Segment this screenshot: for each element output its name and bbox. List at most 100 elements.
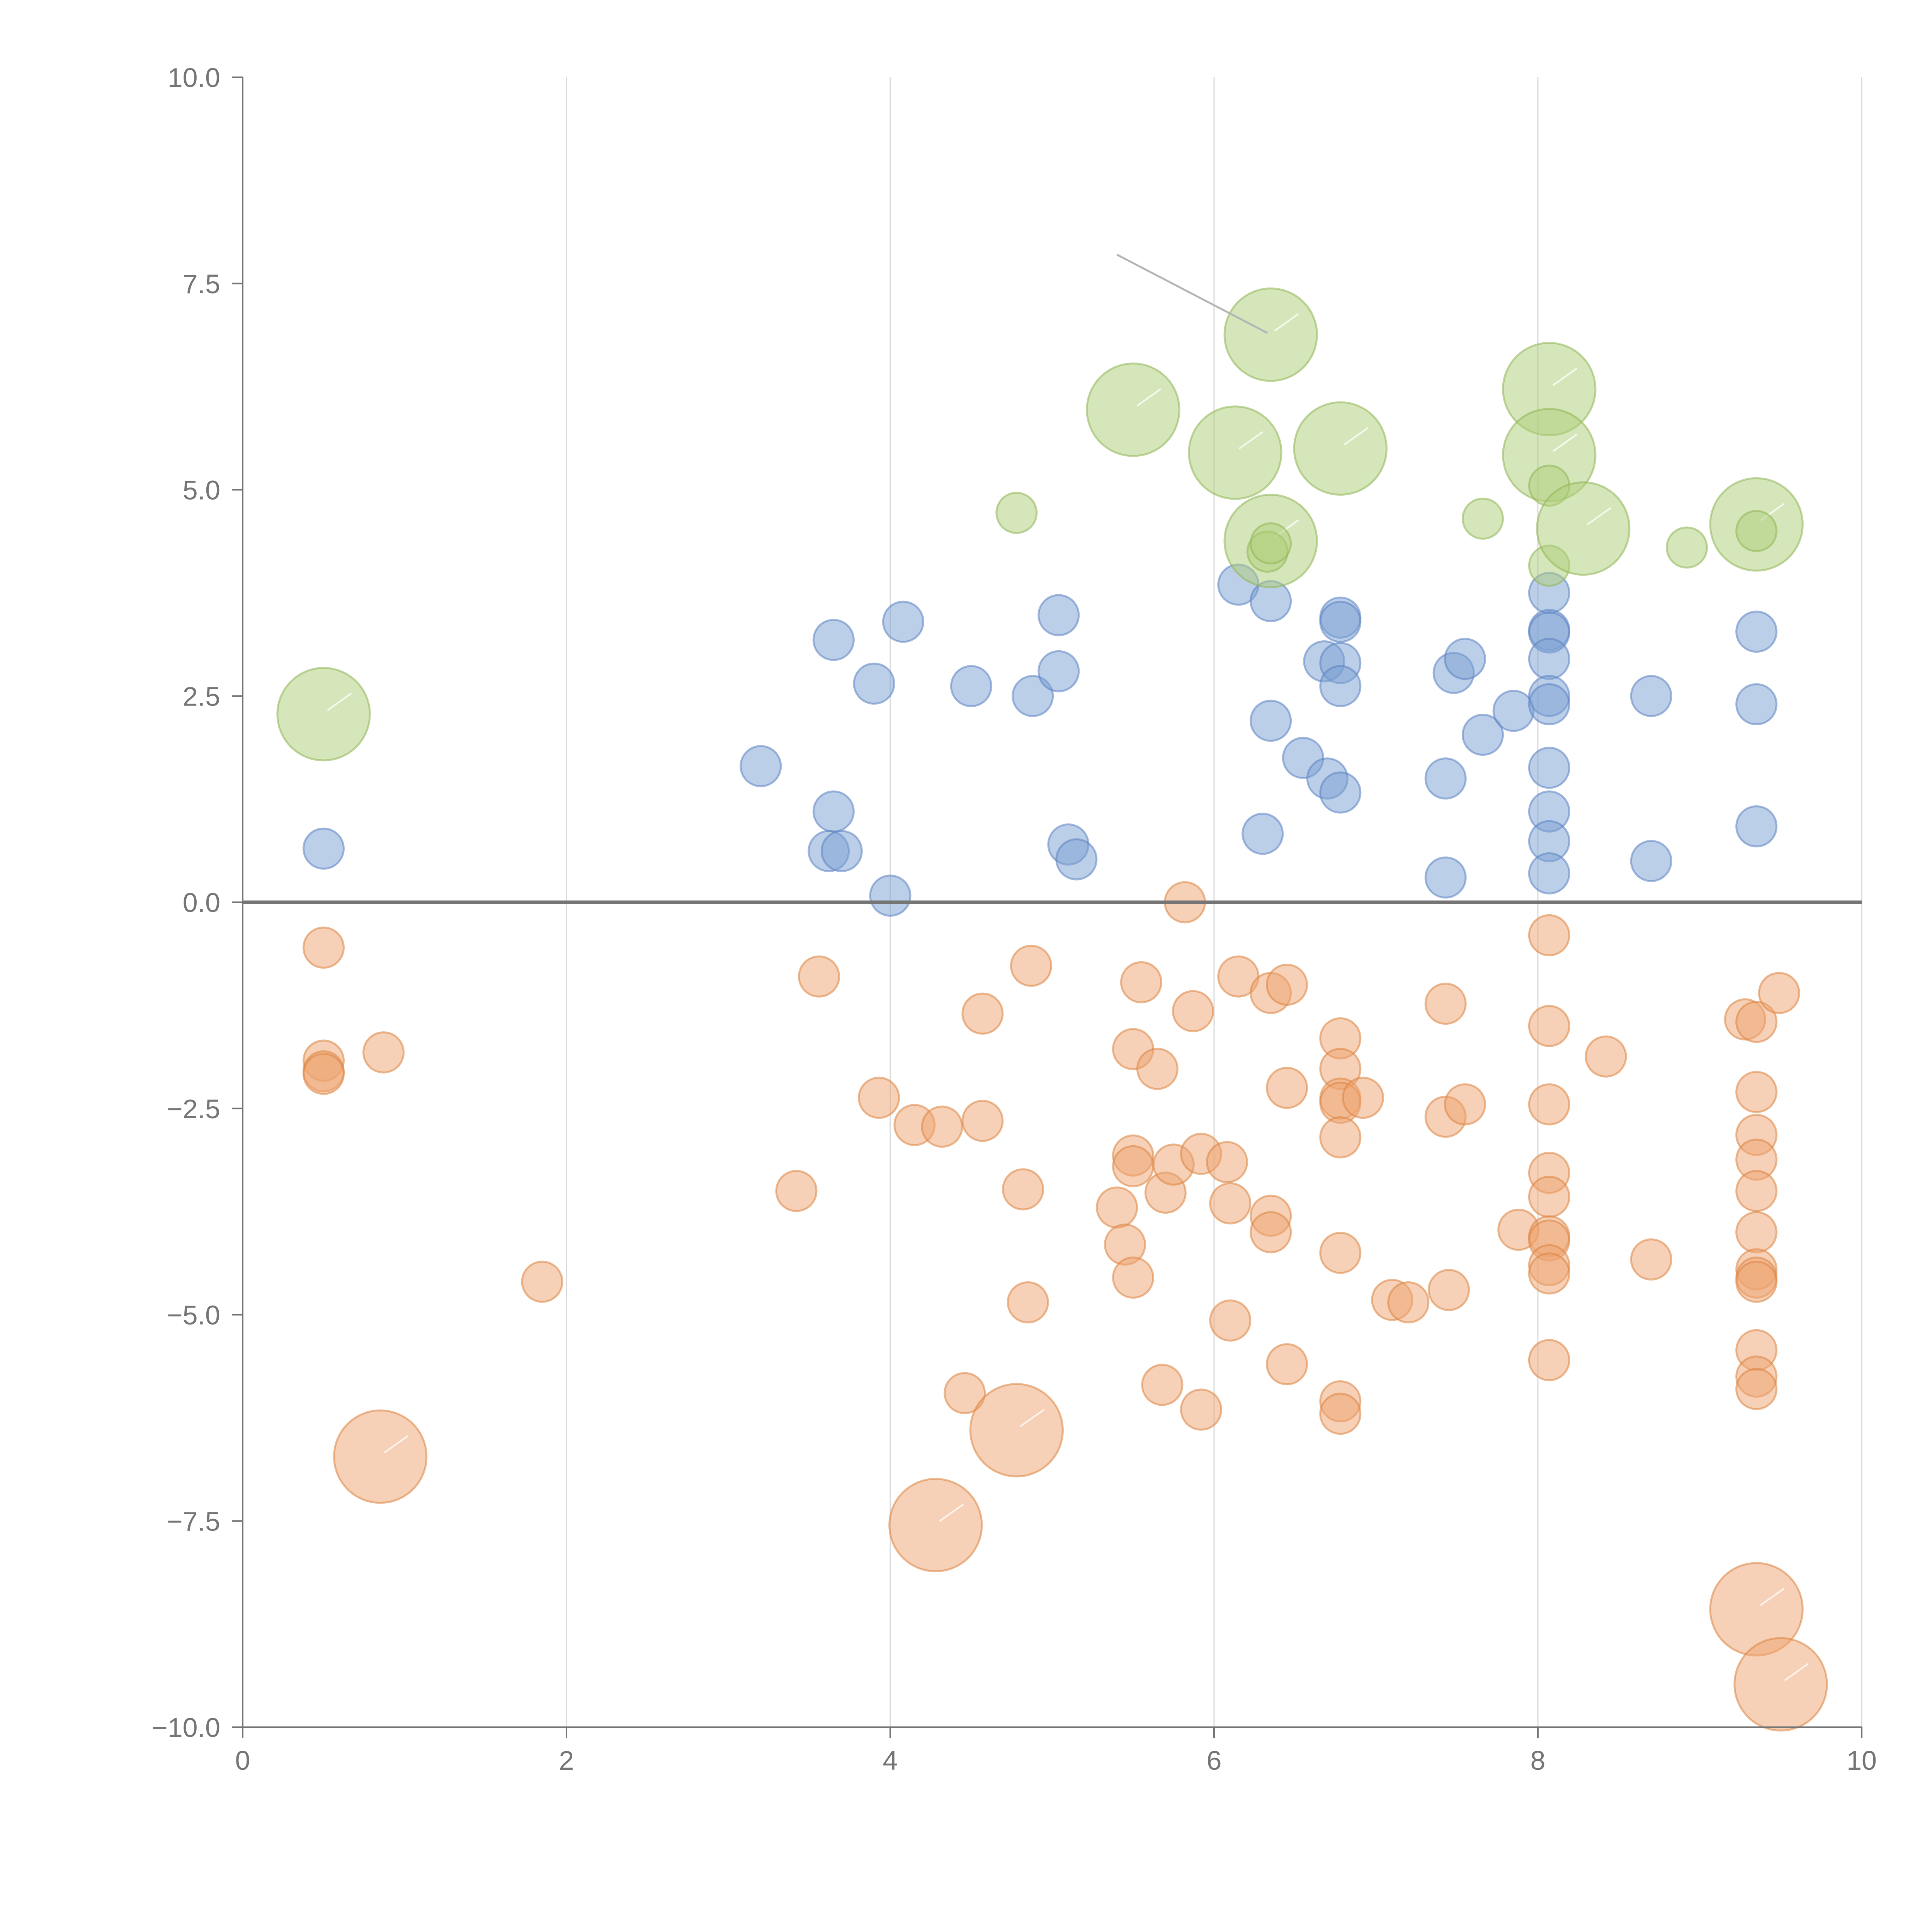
blue-point [1462,714,1504,756]
green-point [1462,497,1504,540]
blue-point [869,874,912,917]
point-highlight [1238,431,1264,450]
y-tick-label: −10.0 [152,1713,220,1743]
orange-point [1120,961,1162,1003]
point-highlight [1553,367,1578,386]
blue-point [1012,675,1054,717]
orange-point [1735,1071,1778,1113]
y-tick-label: 5.0 [183,475,220,505]
y-tick-label: −5.0 [167,1300,220,1330]
blue-point [740,745,782,787]
orange-point [333,1409,428,1504]
point-highlight [1274,313,1299,332]
green-point [1735,510,1778,552]
point-highlight [1020,1408,1045,1427]
blue-point [303,827,345,870]
green-point [1223,287,1318,382]
blue-point [1528,747,1570,789]
orange-point [944,1372,986,1414]
orange-point [521,1260,563,1303]
blue-point [1735,683,1778,726]
y-tick-label: 10.0 [168,63,220,93]
blue-point [1055,838,1098,881]
point-highlight [1344,427,1369,446]
x-tick-label: 0 [235,1745,250,1776]
orange-point [961,1100,1004,1142]
orange-point [1735,1260,1778,1303]
blue-point [812,619,855,661]
blue-point [950,665,992,707]
orange-point [888,1478,983,1573]
blue-point [1250,699,1292,742]
y-tick-label: −7.5 [167,1506,220,1536]
orange-point [798,955,840,998]
orange-point [1180,1388,1222,1431]
orange-point [1266,1343,1308,1386]
orange-point [1136,1048,1179,1090]
orange-point [1735,1001,1778,1043]
orange-point [1172,990,1214,1032]
blue-point [853,662,895,705]
green-point [1250,522,1292,565]
blue-point [882,600,925,643]
green-point [1665,526,1708,569]
blue-point [1319,600,1362,643]
orange-point [1735,1211,1778,1253]
orange-point [1444,1083,1486,1126]
orange-point [1319,1393,1362,1435]
point-highlight [1553,434,1578,452]
green-point [1188,405,1282,500]
blue-point [1424,757,1467,800]
blue-point [1037,594,1080,636]
blue-point [1037,650,1080,692]
blue-point [1735,805,1778,848]
blue-point [1630,675,1672,717]
orange-point [1528,1005,1570,1047]
orange-point [1342,1077,1384,1119]
blue-point [1528,852,1570,895]
y-tick-label: 7.5 [183,269,220,299]
orange-point [303,926,345,969]
green-point [276,667,371,762]
orange-point [1096,1186,1138,1229]
orange-point [1266,964,1308,1006]
point-highlight [1760,1588,1785,1606]
blue-point [1242,813,1284,855]
orange-point [1733,1637,1828,1732]
blue-point [1424,856,1467,899]
blue-point [1528,683,1570,726]
orange-point [362,1031,405,1074]
orange-point [1206,1141,1248,1184]
orange-point [1141,1364,1184,1406]
orange-point [1528,1083,1570,1126]
orange-point [1528,914,1570,956]
orange-point [1735,1170,1778,1212]
orange-point [858,1077,900,1119]
green-point [1086,362,1180,457]
orange-point [1424,983,1467,1025]
orange-point [1010,944,1053,987]
point-highlight [939,1503,964,1522]
orange-point [921,1105,963,1148]
point-highlight [327,692,352,711]
orange-point [1209,1299,1252,1342]
data-points [276,253,1828,1732]
orange-point [1319,1231,1362,1274]
blue-point [1319,771,1362,814]
orange-point [1319,1116,1362,1158]
blue-point [1319,665,1362,707]
orange-point [1758,972,1800,1014]
blue-point [1492,690,1535,732]
x-tick-label: 10 [1847,1745,1877,1776]
orange-point [1002,1168,1044,1211]
blue-point [1444,638,1486,680]
orange-point [1528,1252,1570,1295]
x-tick-label: 8 [1531,1745,1546,1776]
orange-point [1007,1281,1049,1323]
orange-point [969,1383,1064,1478]
y-tick-label: −2.5 [167,1094,220,1124]
orange-point [303,1053,345,1095]
orange-point [1266,1066,1308,1109]
blue-point [812,790,855,833]
